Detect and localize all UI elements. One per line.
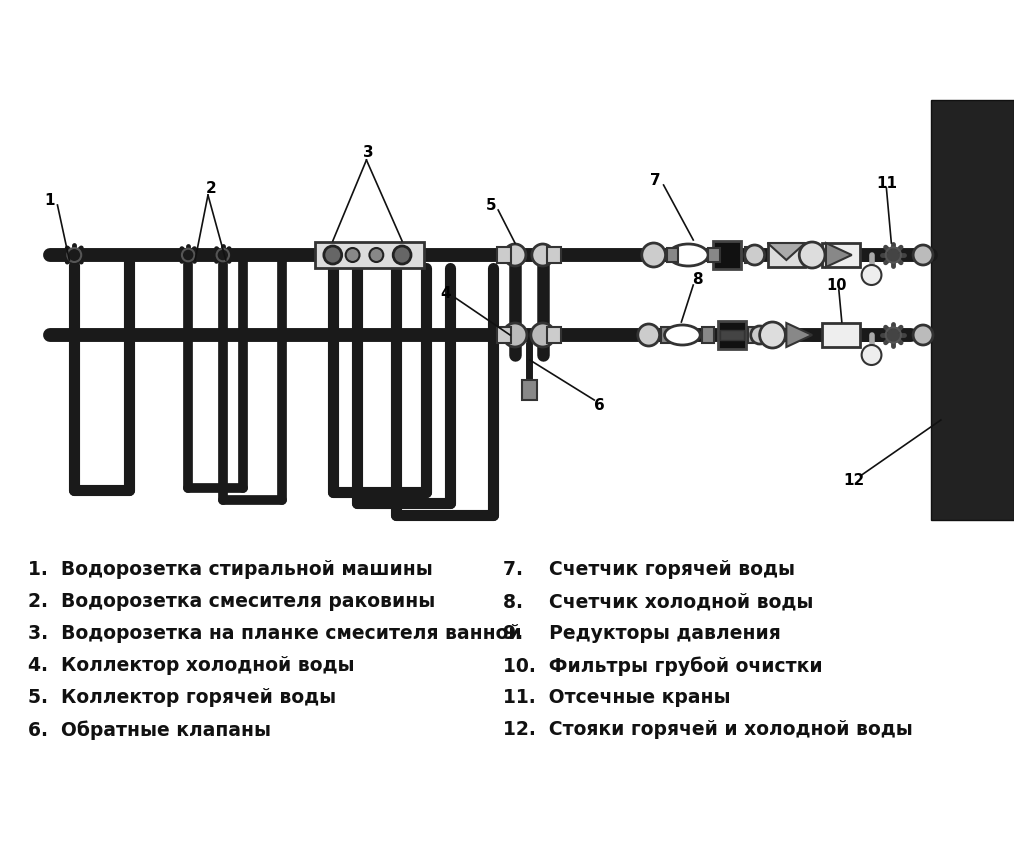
Circle shape [531,244,554,266]
Circle shape [530,323,555,347]
Circle shape [504,244,526,266]
Text: 11.  Отсечные краны: 11. Отсечные краны [503,688,730,707]
Text: 4.  Коллектор холодной воды: 4. Коллектор холодной воды [28,656,354,675]
Text: 9.    Редукторы давления: 9. Редукторы давления [503,624,781,643]
Text: 3: 3 [364,144,374,160]
Text: 5.  Коллектор горячей воды: 5. Коллектор горячей воды [28,688,336,707]
Bar [315,242,424,268]
Bar [498,327,511,343]
Bar [720,330,743,340]
Text: 12.  Стояки горячей и холодной воды: 12. Стояки горячей и холодной воды [503,720,912,739]
Circle shape [393,246,411,264]
Circle shape [71,251,78,258]
Circle shape [861,265,882,285]
Ellipse shape [665,325,700,345]
Bar [667,248,679,262]
Circle shape [638,324,659,346]
Bar [702,327,714,343]
Circle shape [800,242,825,268]
Circle shape [220,252,226,258]
Text: 3.  Водорозетка на планке смесителя ванной: 3. Водорозетка на планке смесителя ванно… [28,624,521,643]
Circle shape [370,248,383,262]
Bar [822,323,860,347]
Polygon shape [768,243,805,260]
Text: 12: 12 [843,473,864,487]
Bar [713,241,740,269]
Polygon shape [786,323,812,347]
Text: 1: 1 [44,193,54,207]
Circle shape [760,322,785,348]
Circle shape [913,245,933,265]
Circle shape [346,248,359,262]
Bar [498,247,511,263]
Text: 8: 8 [692,273,702,288]
Circle shape [890,331,897,339]
Text: 4: 4 [440,285,451,301]
Text: 6.  Обратные клапаны: 6. Обратные клапаны [28,720,270,739]
Bar [547,247,560,263]
Circle shape [503,323,527,347]
Text: 7: 7 [650,172,660,188]
Circle shape [642,243,666,267]
Text: 10.  Фильтры грубой очистки: 10. Фильтры грубой очистки [503,656,822,676]
Text: 7.    Счетчик горячей воды: 7. Счетчик горячей воды [503,560,795,579]
Text: 5: 5 [486,198,497,212]
Bar [768,243,805,267]
Bar [660,327,673,343]
Text: 2.  Водорозетка смесителя раковины: 2. Водорозетка смесителя раковины [28,592,435,611]
Circle shape [744,245,765,265]
Bar [744,247,755,263]
Circle shape [185,252,191,258]
Circle shape [913,325,933,345]
Text: 11: 11 [876,176,897,190]
Text: 6: 6 [594,397,604,413]
Text: 8.    Счетчик холодной воды: 8. Счетчик холодной воды [503,592,813,611]
Bar [547,327,560,343]
Bar [718,321,745,349]
Bar [709,248,720,262]
Text: 10: 10 [826,278,847,293]
Text: 1.  Водорозетка стиральной машины: 1. Водорозетка стиральной машины [28,560,432,579]
Text: 2: 2 [206,181,216,195]
Polygon shape [826,243,852,267]
Circle shape [324,246,342,264]
Bar [748,327,760,343]
Bar [822,243,860,267]
Ellipse shape [669,244,709,266]
Circle shape [890,251,897,259]
Bar [931,100,1014,520]
Circle shape [861,345,882,365]
Bar [522,380,537,400]
Circle shape [751,326,769,344]
